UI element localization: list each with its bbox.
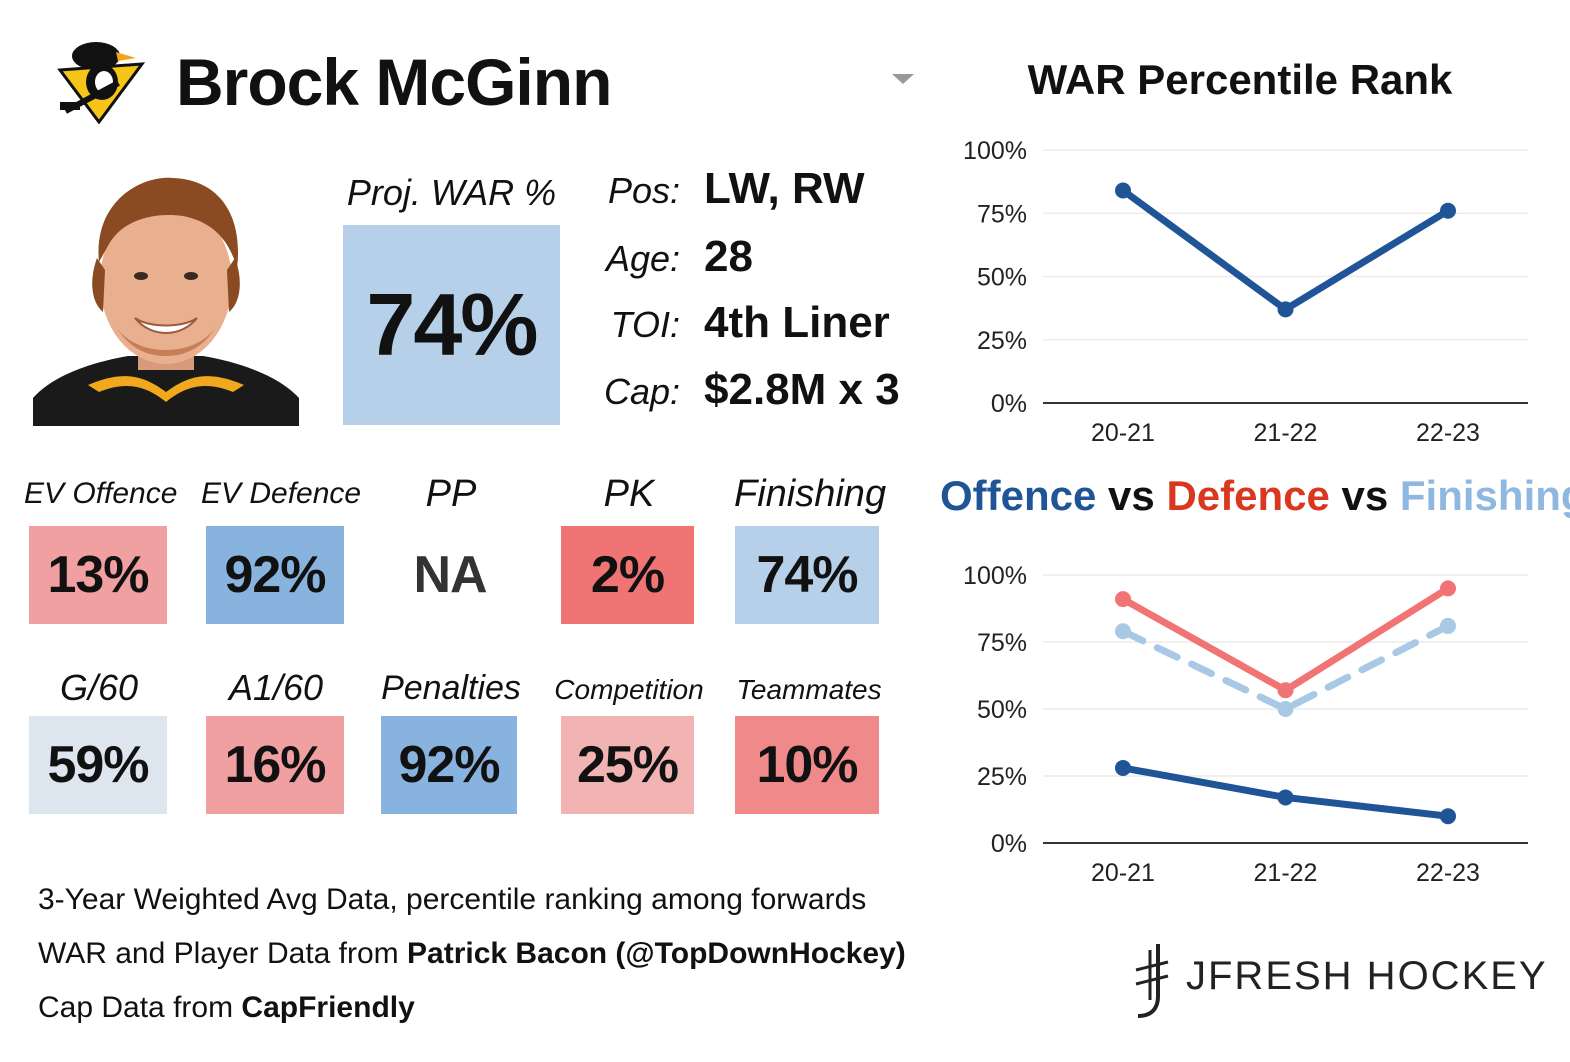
y-tick-label: 50% bbox=[977, 264, 1027, 292]
data-point bbox=[1277, 789, 1294, 806]
data-point bbox=[1277, 682, 1294, 699]
player-photo bbox=[33, 170, 299, 426]
brand-name: JFRESH HOCKEY bbox=[1186, 954, 1548, 998]
title-defence: Defence bbox=[1166, 472, 1330, 519]
data-point bbox=[1440, 808, 1456, 825]
title-vs: vs bbox=[1329, 472, 1400, 519]
data-point bbox=[1115, 759, 1131, 776]
data-point bbox=[1440, 580, 1456, 597]
title-vs: vs bbox=[1096, 472, 1167, 519]
note-war-author: Patrick Bacon (@TopDownHockey) bbox=[407, 937, 906, 970]
metric-label: EV Defence bbox=[201, 477, 362, 510]
x-tick-label: 20-21 bbox=[1091, 859, 1155, 887]
chevron-down-icon[interactable] bbox=[892, 74, 914, 84]
series-line bbox=[1119, 622, 1452, 713]
x-tick-label: 21-22 bbox=[1254, 859, 1318, 887]
toi-label: TOI: bbox=[610, 304, 680, 345]
note-war-prefix: WAR and Player Data from bbox=[38, 937, 408, 970]
title-finishing: Finishing bbox=[1399, 472, 1570, 519]
pos-label: Pos: bbox=[607, 170, 680, 211]
data-point bbox=[1277, 701, 1294, 717]
x-tick-label: 20-21 bbox=[1091, 419, 1155, 447]
pos-value: LW, RW bbox=[704, 164, 865, 213]
y-tick-label: 25% bbox=[977, 327, 1027, 355]
ovd-chart-title: Offence vs Defence vs Finishing bbox=[940, 470, 1570, 522]
note-cap-prefix: Cap Data from bbox=[38, 991, 242, 1024]
note-cap-source: Cap Data from CapFriendly bbox=[38, 988, 415, 1028]
metric-label: PP bbox=[425, 473, 477, 515]
metric-value: 92% bbox=[381, 716, 517, 814]
cap-label: Cap: bbox=[603, 371, 680, 412]
y-tick-label: 75% bbox=[977, 200, 1027, 228]
title-offence: Offence bbox=[940, 472, 1097, 519]
age-value: 28 bbox=[704, 232, 753, 281]
x-tick-label: 22-23 bbox=[1416, 419, 1480, 447]
note-cap-author: CapFriendly bbox=[241, 991, 415, 1024]
proj-war-label: Proj. WAR % bbox=[346, 172, 557, 213]
metric-value: 16% bbox=[206, 716, 344, 814]
metric-label: Penalties bbox=[381, 669, 521, 707]
y-tick-label: 0% bbox=[991, 390, 1027, 418]
metric-label: EV Offence bbox=[24, 477, 178, 510]
x-tick-label: 22-23 bbox=[1416, 859, 1480, 887]
y-tick-label: 25% bbox=[977, 763, 1027, 791]
data-point bbox=[1115, 591, 1131, 608]
metric-label: Competition bbox=[554, 674, 704, 705]
player-name: Brock McGinn bbox=[176, 45, 612, 119]
y-tick-label: 50% bbox=[977, 696, 1027, 724]
age-label: Age: bbox=[605, 238, 680, 279]
metric-value: 2% bbox=[561, 526, 694, 624]
metric-value: 59% bbox=[29, 716, 167, 814]
data-point bbox=[1115, 182, 1131, 199]
war-chart-title: WAR Percentile Rank bbox=[1027, 56, 1453, 103]
y-tick-label: 75% bbox=[977, 629, 1027, 657]
jfresh-logo-icon bbox=[1128, 940, 1172, 1020]
x-tick-label: 21-22 bbox=[1254, 419, 1318, 447]
metric-label: A1/60 bbox=[228, 667, 324, 708]
metric-value: 10% bbox=[735, 716, 879, 814]
series-line bbox=[1119, 584, 1452, 694]
data-point bbox=[1277, 301, 1294, 318]
y-tick-label: 100% bbox=[963, 562, 1027, 590]
cap-value: $2.8M x 3 bbox=[704, 365, 900, 414]
metric-label: Teammates bbox=[736, 674, 882, 705]
penguins-logo-icon bbox=[52, 34, 146, 125]
offence-defence-finishing-chart: 0% 25% 50% 75% 100% 20-21 21-22 22-23 bbox=[963, 562, 1528, 887]
metric-value: 13% bbox=[29, 526, 167, 624]
data-point bbox=[1115, 623, 1131, 640]
toi-value: 4th Liner bbox=[704, 298, 890, 347]
data-point bbox=[1440, 617, 1456, 634]
metric-value: 92% bbox=[206, 526, 344, 624]
metric-label: Finishing bbox=[734, 473, 887, 515]
metric-label: PK bbox=[603, 473, 655, 515]
y-tick-label: 100% bbox=[963, 137, 1027, 165]
data-point bbox=[1440, 202, 1456, 219]
metric-value: NA bbox=[381, 526, 519, 624]
metric-value: 74% bbox=[735, 526, 879, 624]
metric-label: G/60 bbox=[59, 667, 139, 708]
series-line bbox=[1119, 186, 1452, 313]
note-war-source: WAR and Player Data from Patrick Bacon (… bbox=[38, 934, 906, 974]
metric-value: 25% bbox=[561, 716, 694, 814]
note-weighted-avg: 3-Year Weighted Avg Data, percentile ran… bbox=[38, 883, 867, 916]
war-percentile-chart: 0% 25% 50% 75% 100% 20-21 21-22 22-23 bbox=[963, 137, 1528, 447]
y-tick-label: 0% bbox=[991, 830, 1027, 858]
proj-war-value: 74% bbox=[343, 225, 560, 425]
